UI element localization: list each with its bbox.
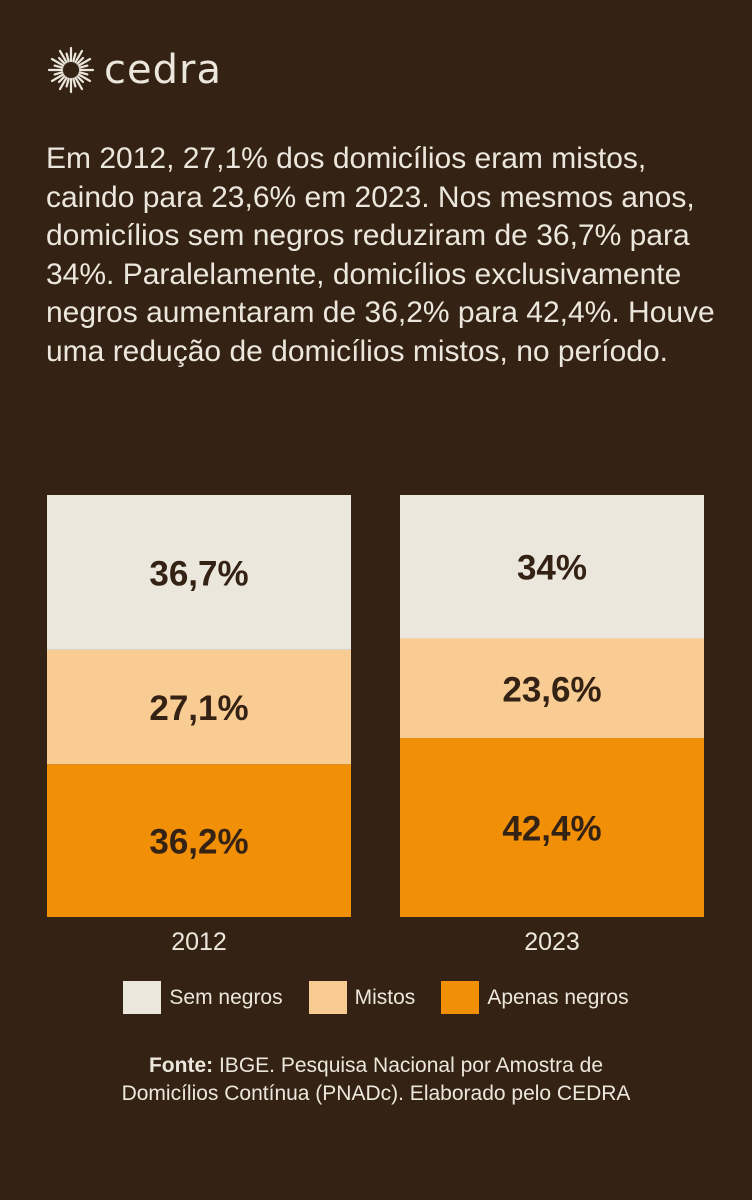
data-label: 27,1%	[149, 689, 248, 728]
stacked-bar-chart: 36,2% 27,1% 36,7% 2012 42,4% 23,6% 34% 2023	[47, 495, 704, 956]
sun-ray	[76, 75, 85, 84]
sun-ray	[53, 71, 64, 76]
sun-ray	[76, 56, 85, 65]
bar-segment	[47, 764, 351, 917]
x-tick-label: 2023	[524, 928, 580, 956]
sun-ray	[72, 77, 77, 88]
legend-swatch	[308, 981, 347, 1014]
sun-ray	[57, 56, 66, 65]
brand-name: cedra	[104, 47, 222, 93]
sun-ray	[58, 49, 68, 64]
sun-ray	[72, 52, 77, 63]
sun-ray	[74, 49, 84, 64]
sun-ray	[58, 76, 68, 91]
sun-ray	[77, 73, 92, 83]
source-line-2: Domicílios Contínua (PNADc). Elaborado p…	[121, 1082, 631, 1105]
legend-item: Sem negros	[123, 981, 283, 1014]
data-label: 42,4%	[502, 810, 601, 849]
bar-segment	[400, 495, 704, 639]
sun-ray	[74, 76, 84, 91]
legend-swatch	[123, 981, 162, 1014]
legend-item: Mistos	[308, 981, 416, 1014]
bar-segment	[400, 638, 704, 739]
bar-segment	[47, 649, 351, 765]
intro-text: Em 2012, 27,1% dos domicílios eram misto…	[46, 142, 715, 368]
legend: Sem negros Mistos Apenas negros	[0, 981, 752, 1014]
legend-swatch	[441, 981, 480, 1014]
sun-ray	[78, 71, 89, 76]
source-label: Fonte:	[148, 1054, 214, 1077]
data-label: 36,7%	[149, 554, 248, 593]
legend-label: Sem negros	[169, 985, 283, 1009]
data-label: 34%	[517, 549, 587, 588]
sun-ray	[65, 77, 70, 88]
sun-ray	[50, 57, 65, 67]
bar-segment	[400, 738, 704, 917]
source-note: Fonte: IBGE. Pesquisa Nacional por Amost…	[0, 1052, 752, 1108]
bar-segment	[47, 495, 351, 650]
brand-logo: cedra	[46, 44, 222, 96]
sun-ray	[57, 75, 66, 84]
sun-burst-icon	[47, 46, 95, 94]
legend-label: Apenas negros	[487, 985, 629, 1009]
sun-ray	[65, 52, 70, 63]
data-label: 23,6%	[502, 670, 601, 709]
sun-ray	[78, 64, 89, 69]
data-label: 36,2%	[149, 823, 248, 862]
source-line-1: IBGE. Pesquisa Nacional por Amostra de	[213, 1054, 604, 1077]
legend-label: Mistos	[354, 985, 416, 1009]
sun-ray	[77, 57, 92, 67]
x-tick-label: 2012	[171, 928, 227, 956]
legend-item: Apenas negros	[441, 981, 629, 1014]
sun-ray	[50, 73, 65, 83]
sun-ray	[53, 64, 64, 69]
